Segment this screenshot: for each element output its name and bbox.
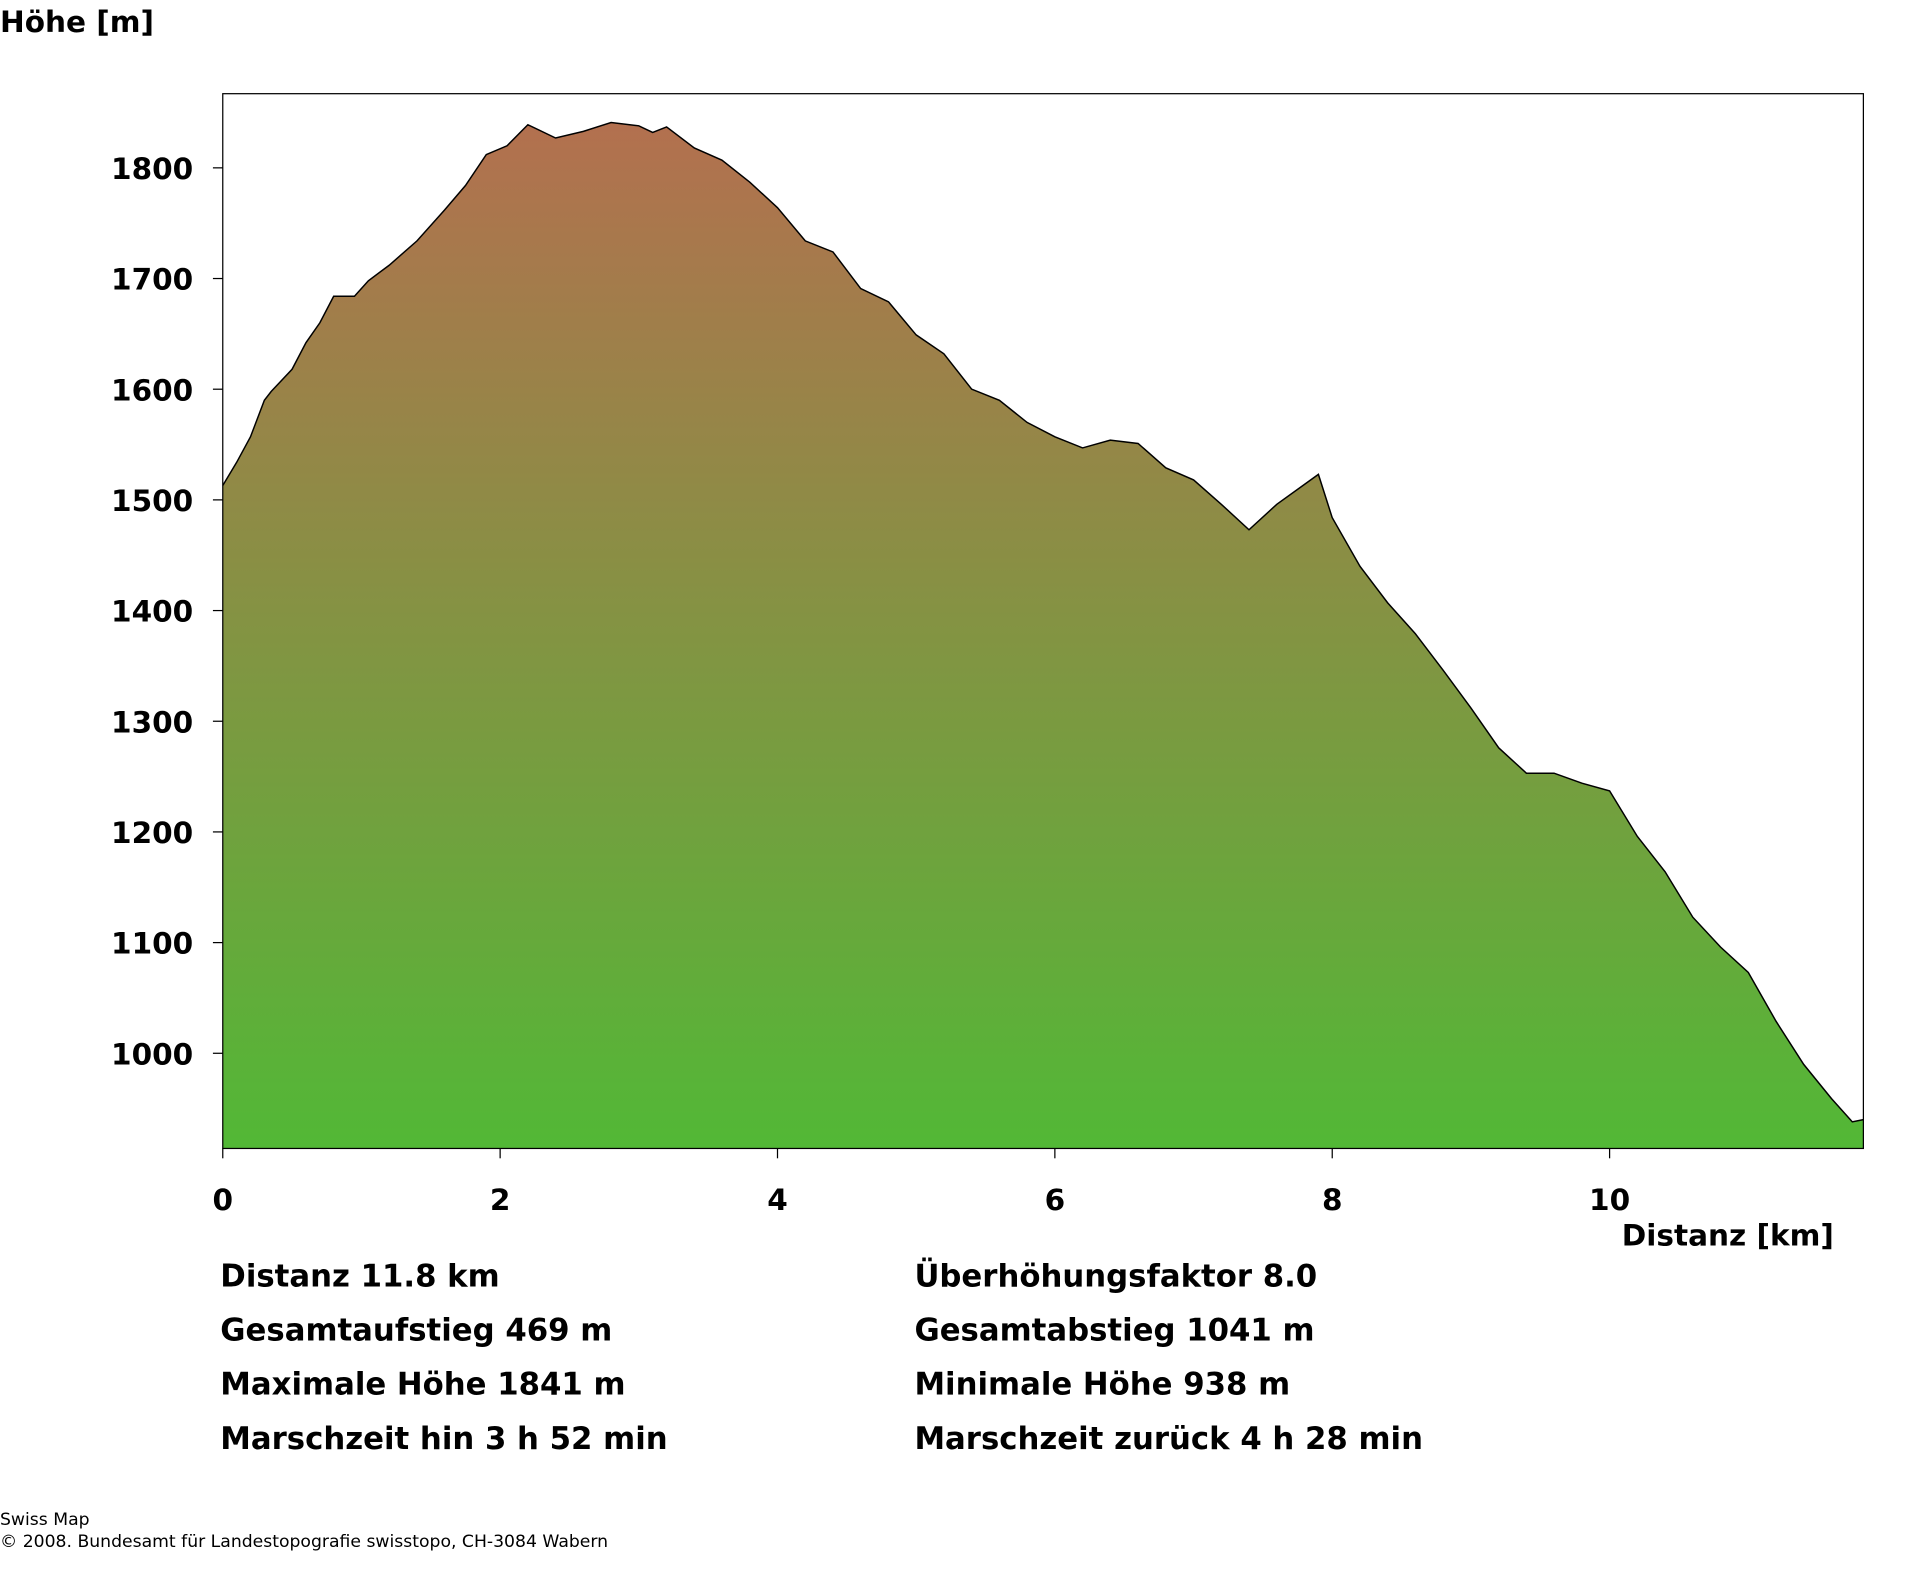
y-tick-label: 1300 [111, 705, 193, 739]
x-tick-label: 8 [1322, 1183, 1343, 1217]
y-tick-label: 1000 [111, 1037, 193, 1071]
stat-text: Gesamtabstieg 1041 m [914, 1312, 1314, 1348]
stat-text: Marschzeit hin 3 h 52 min [220, 1421, 667, 1457]
stat-text: Maximale Höhe 1841 m [220, 1367, 625, 1403]
stat-text: Distanz 11.8 km [220, 1258, 499, 1294]
y-tick-label: 1800 [111, 152, 193, 186]
y-axis-label: Höhe [m] [0, 5, 154, 39]
stat-text: Marschzeit zurück 4 h 28 min [914, 1421, 1423, 1457]
stat-text: Gesamtaufstieg 469 m [220, 1312, 612, 1348]
stat-text: Überhöhungsfaktor 8.0 [914, 1257, 1317, 1294]
stat-text: Minimale Höhe 938 m [914, 1367, 1290, 1403]
x-tick-label: 2 [490, 1183, 511, 1217]
footer-text: Swiss Map [0, 1510, 90, 1530]
y-tick-label: 1600 [111, 373, 193, 407]
y-tick-label: 1500 [111, 484, 193, 518]
y-tick-label: 1700 [111, 263, 193, 297]
plot-frame [222, 93, 1864, 1150]
elevation-area [222, 122, 1864, 1149]
x-tick-label: 0 [212, 1183, 233, 1217]
y-tick-label: 1400 [111, 595, 193, 629]
y-tick-label: 1200 [111, 816, 193, 850]
elevation-line [222, 121, 1864, 1123]
x-tick-label: 4 [767, 1183, 788, 1217]
x-axis-label: Distanz [km] [1622, 1219, 1834, 1253]
y-tick-label: 1100 [111, 927, 193, 961]
x-tick-label: 6 [1045, 1183, 1066, 1217]
footer-text: © 2008. Bundesamt für Landestopografie s… [0, 1532, 608, 1552]
x-tick-label: 10 [1589, 1183, 1630, 1217]
